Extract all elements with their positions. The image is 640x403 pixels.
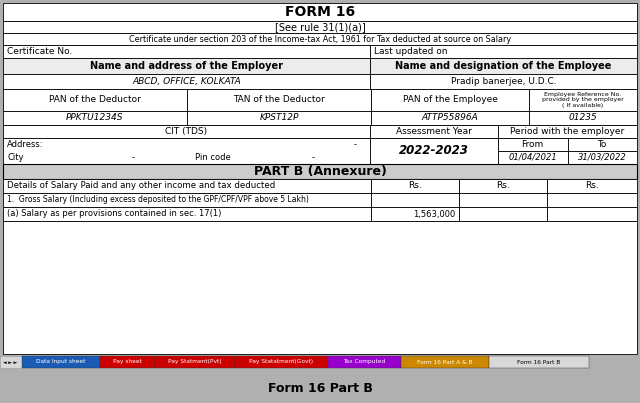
Bar: [459, 207, 547, 221]
Text: KPST12P: KPST12P: [259, 114, 299, 123]
Bar: [498, 125, 637, 138]
Bar: [371, 207, 459, 221]
Bar: [100, 356, 155, 368]
Text: Form 16 Part B: Form 16 Part B: [268, 382, 372, 395]
Bar: [459, 193, 547, 207]
Bar: [187, 111, 371, 125]
Text: Pradip banerjee, U.D.C.: Pradip banerjee, U.D.C.: [451, 77, 556, 86]
Bar: [22, 356, 100, 368]
Bar: [370, 125, 498, 138]
Text: Last updated on: Last updated on: [374, 47, 447, 56]
Text: 01235: 01235: [568, 114, 597, 123]
Bar: [3, 3, 637, 21]
Text: -: -: [131, 153, 134, 162]
Text: Details of Salary Paid and any other income and tax deducted: Details of Salary Paid and any other inc…: [7, 181, 275, 191]
Bar: [489, 356, 589, 368]
Bar: [568, 151, 637, 164]
Text: From: From: [522, 140, 544, 149]
Bar: [371, 89, 529, 111]
Bar: [3, 33, 637, 45]
Text: Form 16 Part A & B: Form 16 Part A & B: [417, 359, 473, 364]
Text: Form 16 Part B: Form 16 Part B: [517, 359, 561, 364]
Text: To: To: [598, 140, 607, 149]
Text: -: -: [354, 140, 357, 149]
Bar: [547, 207, 637, 221]
Bar: [155, 356, 235, 368]
Text: ◄ ► ►: ◄ ► ►: [3, 359, 17, 364]
Bar: [529, 111, 637, 125]
Text: TAN of the Deductor: TAN of the Deductor: [233, 96, 325, 104]
Bar: [3, 138, 370, 164]
Bar: [187, 89, 371, 111]
Bar: [370, 58, 637, 74]
Text: Rs.: Rs.: [496, 181, 510, 191]
Text: Assessment Year: Assessment Year: [396, 127, 472, 136]
Bar: [328, 356, 401, 368]
Bar: [498, 138, 568, 151]
Bar: [529, 89, 637, 111]
Bar: [3, 21, 637, 33]
Text: 1.  Gross Salary (Including excess deposited to the GPF/CPF/VPF above 5 Lakh): 1. Gross Salary (Including excess deposi…: [7, 195, 309, 204]
Text: 2022-2023: 2022-2023: [399, 145, 469, 158]
Text: Employee Reference No.
provided by the employer
( If available): Employee Reference No. provided by the e…: [542, 92, 624, 108]
Text: Pin code: Pin code: [195, 153, 231, 162]
Text: Data Input sheet: Data Input sheet: [36, 359, 86, 364]
Bar: [498, 151, 568, 164]
Bar: [459, 179, 547, 193]
Bar: [3, 89, 187, 111]
Text: Address:: Address:: [7, 140, 44, 149]
Text: Name and designation of the Employee: Name and designation of the Employee: [396, 61, 612, 71]
Text: ABCD, OFFICE, KOLKATA: ABCD, OFFICE, KOLKATA: [132, 77, 241, 86]
Bar: [3, 111, 187, 125]
Bar: [371, 193, 459, 207]
Text: City: City: [7, 153, 24, 162]
Text: Rs.: Rs.: [408, 181, 422, 191]
Bar: [3, 221, 637, 354]
Text: ATTP55896A: ATTP55896A: [422, 114, 478, 123]
Text: PAN of the Deductor: PAN of the Deductor: [49, 96, 141, 104]
Text: 1,563,000: 1,563,000: [413, 210, 455, 218]
Text: Pay sheet: Pay sheet: [113, 359, 142, 364]
Bar: [3, 207, 371, 221]
Bar: [3, 58, 370, 74]
Text: Certificate No.: Certificate No.: [7, 47, 72, 56]
Text: FORM 16: FORM 16: [285, 5, 355, 19]
Bar: [370, 74, 637, 89]
Text: PAN of the Employee: PAN of the Employee: [403, 96, 497, 104]
Text: Rs.: Rs.: [585, 181, 599, 191]
Text: PART B (Annexure): PART B (Annexure): [253, 165, 387, 178]
Bar: [3, 125, 370, 138]
Bar: [3, 179, 371, 193]
Bar: [547, 179, 637, 193]
Text: Name and address of the Employer: Name and address of the Employer: [90, 61, 283, 71]
Bar: [3, 45, 370, 58]
Text: 31/03/2022: 31/03/2022: [578, 153, 627, 162]
Bar: [547, 193, 637, 207]
Bar: [370, 45, 637, 58]
Text: PPKTU1234S: PPKTU1234S: [67, 114, 124, 123]
Text: Pay Statatment(Govt): Pay Statatment(Govt): [250, 359, 314, 364]
Bar: [3, 164, 637, 179]
Text: 01/04/2021: 01/04/2021: [508, 153, 557, 162]
Bar: [371, 111, 529, 125]
Text: (a) Salary as per provisions contained in sec. 17(1): (a) Salary as per provisions contained i…: [7, 210, 221, 218]
Text: [See rule 31(1)(a)]: [See rule 31(1)(a)]: [275, 22, 365, 32]
Bar: [235, 356, 328, 368]
Text: Pay Statment(Pvt): Pay Statment(Pvt): [168, 359, 222, 364]
Bar: [370, 138, 498, 164]
Text: Certificate under section 203 of the Income-tax Act, 1961 for Tax deducted at so: Certificate under section 203 of the Inc…: [129, 35, 511, 44]
Bar: [568, 138, 637, 151]
Bar: [371, 179, 459, 193]
Text: -: -: [312, 153, 314, 162]
Bar: [3, 193, 371, 207]
Text: Period with the employer: Period with the employer: [510, 127, 625, 136]
Text: CIT (TDS): CIT (TDS): [165, 127, 207, 136]
Text: Tax Computed: Tax Computed: [344, 359, 386, 364]
Bar: [401, 356, 489, 368]
Bar: [0, 356, 22, 368]
Bar: [3, 74, 370, 89]
